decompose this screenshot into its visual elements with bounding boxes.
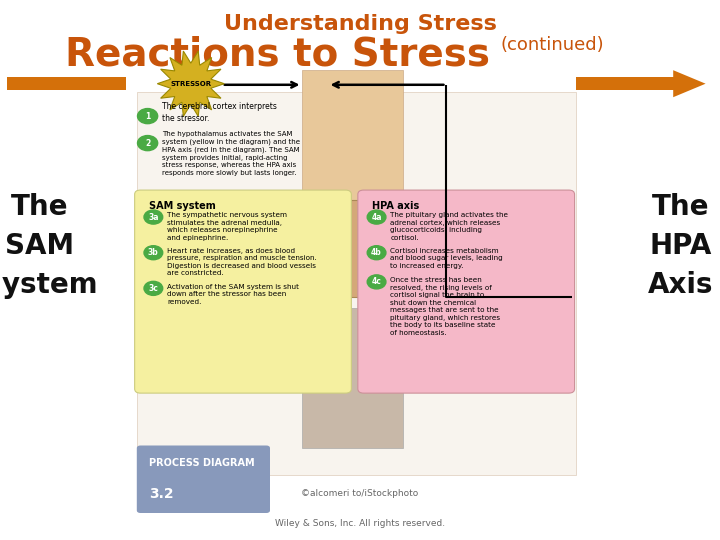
Bar (302, 70, 403, 297)
Text: The cerebral cortex interprets
the stressor.: The cerebral cortex interprets the stres… (162, 102, 277, 123)
Text: SAM system: SAM system (149, 201, 216, 211)
Polygon shape (158, 51, 225, 116)
Text: 1: 1 (145, 112, 150, 120)
Text: HPA axis: HPA axis (372, 201, 420, 211)
Text: 3.2: 3.2 (149, 487, 174, 501)
Circle shape (144, 246, 163, 260)
FancyBboxPatch shape (135, 190, 351, 393)
Text: 3c: 3c (148, 284, 158, 293)
Text: 4b: 4b (372, 248, 382, 257)
Circle shape (144, 210, 163, 224)
Text: 4c: 4c (372, 278, 382, 286)
Circle shape (367, 210, 386, 224)
Bar (7, 77, 126, 90)
Text: 3b: 3b (148, 248, 158, 257)
Text: STRESSOR: STRESSOR (170, 80, 212, 87)
Text: ©alcomeri to/iStockphoto: ©alcomeri to/iStockphoto (302, 489, 418, 498)
Text: The
SAM
System: The SAM System (0, 193, 97, 299)
FancyBboxPatch shape (137, 446, 270, 513)
Text: The pituitary gland activates the
adrenal cortex, which releases
glucocorticoids: The pituitary gland activates the adrena… (390, 212, 508, 241)
Bar (302, 200, 403, 297)
Text: Cortisol increases metabolism
and blood sugar levels, leading
to increased energ: Cortisol increases metabolism and blood … (390, 248, 503, 269)
FancyBboxPatch shape (358, 190, 575, 393)
Bar (302, 308, 403, 448)
Text: (continued): (continued) (500, 36, 604, 53)
Circle shape (367, 275, 386, 289)
Text: Activation of the SAM system is shut
down after the stressor has been
removed.: Activation of the SAM system is shut dow… (167, 284, 299, 305)
Text: The sympathetic nervous system
stimulates the adrenal medulla,
which releases no: The sympathetic nervous system stimulate… (167, 212, 287, 241)
Text: Wiley & Sons, Inc. All rights reserved.: Wiley & Sons, Inc. All rights reserved. (275, 519, 445, 529)
Text: 3a: 3a (148, 213, 158, 221)
Text: 4a: 4a (372, 213, 382, 221)
Text: Once the stress has been
resolved, the rising levels of
cortisol signal the brai: Once the stress has been resolved, the r… (390, 277, 500, 335)
Text: Heart rate increases, as does blood
pressure, respiration and muscle tension.
Di: Heart rate increases, as does blood pres… (167, 248, 317, 276)
Circle shape (138, 109, 158, 124)
Text: The hypothalamus activates the SAM
system (yellow in the diagram) and the
HPA ax: The hypothalamus activates the SAM syste… (162, 131, 300, 176)
Circle shape (144, 281, 163, 295)
Text: Understanding Stress: Understanding Stress (224, 14, 496, 33)
Text: 2: 2 (145, 139, 150, 147)
Circle shape (138, 136, 158, 151)
Bar (576, 77, 677, 90)
Circle shape (367, 246, 386, 260)
Text: Reactions to Stress: Reactions to Stress (65, 35, 490, 73)
Text: PROCESS DIAGRAM: PROCESS DIAGRAM (149, 458, 255, 468)
Bar (137, 92, 576, 475)
Polygon shape (673, 70, 706, 97)
Text: The
HPA
Axis: The HPA Axis (648, 193, 713, 299)
